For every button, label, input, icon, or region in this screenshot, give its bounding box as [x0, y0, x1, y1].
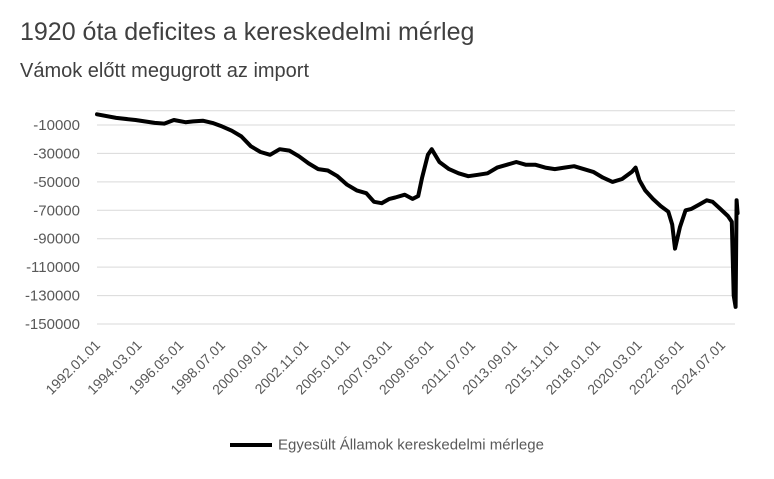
y-tick-label: -130000 — [25, 288, 80, 305]
y-tick-label: -110000 — [26, 259, 80, 276]
legend-swatch — [230, 443, 273, 448]
y-tick-label: -90000 — [33, 231, 80, 248]
grid-lines — [97, 110, 735, 325]
y-tick-label: -50000 — [33, 174, 80, 191]
chart-subtitle: Vámok előtt megugrott az import — [20, 60, 310, 82]
x-axis: 1992.01.011994.03.011996.05.011998.07.01… — [42, 337, 728, 398]
series-line — [95, 112, 740, 309]
legend-label: Egyesült Államok kereskedelmi mérlege — [278, 436, 544, 454]
series-group — [95, 112, 740, 309]
y-tick-label: -150000 — [25, 316, 80, 333]
y-tick-label: -30000 — [33, 145, 80, 162]
chart-title: 1920 óta deficites a kereskedelmi mérleg — [20, 18, 475, 46]
y-tick-label: -10000 — [33, 117, 80, 134]
legend: Egyesült Államok kereskedelmi mérlege — [0, 436, 774, 454]
y-axis: -10000 -30000 -50000 -70000 -90000 -110000 -13… — [25, 117, 80, 333]
y-tick-label: -70000 — [33, 202, 80, 219]
